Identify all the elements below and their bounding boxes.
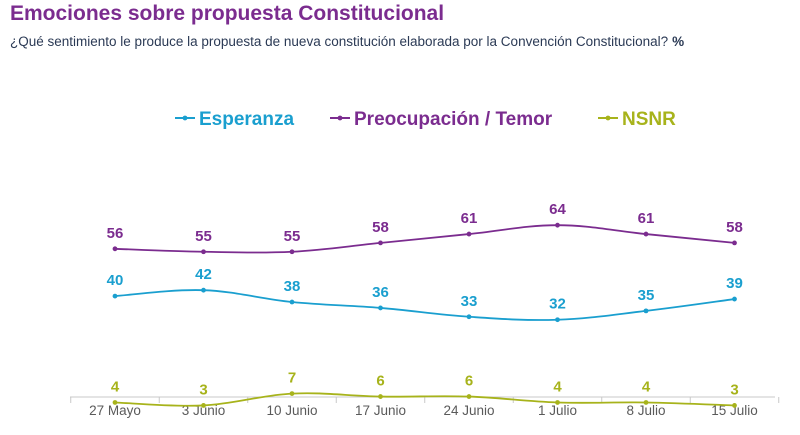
chart-subtitle: ¿Qué sentimiento le produce la propuesta… (10, 34, 684, 49)
data-point-nsnr (378, 394, 383, 399)
data-label-esperanza: 39 (726, 275, 743, 292)
data-point-esperanza (466, 314, 472, 320)
data-label-preocupacion-temor: 58 (372, 219, 389, 236)
data-label-esperanza: 42 (195, 266, 212, 283)
data-point-preocupacion-temor (112, 246, 118, 252)
data-point-esperanza (732, 296, 737, 302)
series-line-esperanza (114, 289, 735, 321)
data-point-preocupacion-temor (201, 249, 206, 255)
data-label-preocupacion-temor: 56 (107, 225, 124, 242)
x-tick-label: 8 Julio (626, 403, 665, 418)
x-tick-label: 27 Mayo (89, 403, 141, 418)
data-label-nsnr: 6 (376, 373, 384, 390)
data-point-nsnr (289, 391, 295, 397)
subtitle-text: ¿Qué sentimiento le produce la propuesta… (10, 34, 669, 49)
data-point-esperanza (289, 299, 295, 305)
data-label-esperanza: 35 (638, 287, 655, 304)
data-label-esperanza: 36 (372, 284, 389, 301)
data-point-nsnr (555, 400, 560, 405)
data-point-preocupacion-temor (732, 240, 737, 246)
data-label-nsnr: 4 (642, 378, 651, 395)
data-point-esperanza (112, 293, 118, 299)
data-label-preocupacion-temor: 61 (461, 210, 478, 227)
data-label-nsnr: 3 (730, 381, 738, 398)
data-point-esperanza (201, 287, 206, 293)
x-tick-label: 17 Junio (355, 403, 406, 418)
data-point-preocupacion-temor (466, 231, 472, 237)
data-label-nsnr: 6 (465, 373, 473, 390)
unit-label: % (672, 34, 685, 49)
data-point-nsnr (643, 400, 649, 405)
data-label-preocupacion-temor: 55 (195, 228, 212, 245)
data-label-preocupacion-temor: 64 (549, 201, 566, 218)
data-label-preocupacion-temor: 55 (284, 228, 301, 245)
legend-marker-preocupacion-temor (337, 115, 343, 121)
data-label-nsnr: 7 (288, 370, 296, 387)
series-line-preocupacion-temor (114, 224, 735, 254)
legend-marker-esperanza (182, 115, 188, 121)
x-tick-label: 10 Junio (266, 403, 317, 418)
x-tick-label: 1 Julio (538, 403, 577, 418)
data-point-preocupacion-temor (289, 249, 295, 255)
data-point-esperanza (555, 317, 560, 323)
data-point-preocupacion-temor (555, 222, 560, 228)
legend-label-nsnr: NSNR (622, 109, 676, 130)
data-label-preocupacion-temor: 61 (638, 210, 655, 227)
data-label-preocupacion-temor: 58 (726, 219, 743, 236)
chart-title: Emociones sobre propuesta Constitucional (10, 2, 445, 25)
data-point-esperanza (643, 308, 649, 314)
data-point-nsnr (466, 394, 472, 399)
legend-label-preocupacion-temor: Preocupación / Temor (354, 109, 553, 130)
series-line-nsnr (114, 392, 735, 407)
legend-label-esperanza: Esperanza (199, 109, 294, 130)
data-point-preocupacion-temor (378, 240, 383, 246)
data-label-esperanza: 32 (549, 296, 566, 313)
data-label-nsnr: 4 (111, 378, 120, 395)
data-label-esperanza: 40 (107, 272, 124, 289)
x-tick-label: 24 Junio (443, 403, 494, 418)
x-tick-label: 15 Julio (711, 403, 758, 418)
data-label-nsnr: 4 (553, 378, 562, 395)
data-label-esperanza: 33 (461, 293, 478, 310)
data-point-nsnr (732, 403, 737, 408)
data-point-preocupacion-temor (643, 231, 649, 237)
data-point-nsnr (201, 403, 206, 408)
data-point-esperanza (378, 305, 383, 311)
data-label-nsnr: 3 (199, 381, 207, 398)
legend-marker-nsnr (605, 115, 611, 121)
x-tick-label: 3 Junio (182, 403, 226, 418)
data-label-esperanza: 38 (284, 278, 301, 295)
data-point-nsnr (112, 400, 118, 405)
